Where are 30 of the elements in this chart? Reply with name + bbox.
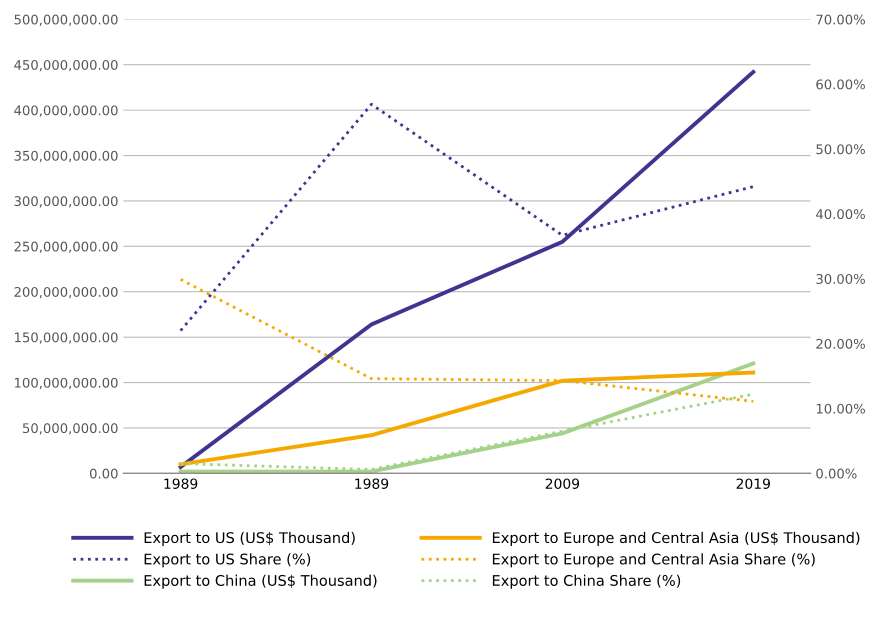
y-tick-label: 500,000,000.00	[14, 14, 118, 26]
x-tick-label: 1989	[355, 478, 388, 489]
legend-label: Export to US (US$ Thousand)	[144, 532, 355, 546]
legend-label: Export to Europe and Central Asia (US$ Thousand)	[492, 532, 860, 546]
y-tick-label: 350,000,000.00	[14, 150, 118, 162]
y2-tick-label: 20.00%	[816, 338, 865, 349]
legend-label: Export to Europe and Central Asia Share (%)	[492, 553, 815, 568]
x-tick-label: 2019	[736, 478, 770, 489]
line-series	[178, 70, 756, 469]
y-tick-label: 400,000,000.00	[14, 105, 118, 117]
y2-tick-label: 70.00%	[816, 14, 865, 25]
y2-tick-label: 0.00%	[816, 468, 857, 479]
y2-tick-label: 10.00%	[816, 404, 865, 414]
y2-tick-label: 40.00%	[816, 209, 865, 220]
legend-label: Export to China Share (%)	[492, 574, 680, 589]
y2-tick-label: 60.00%	[816, 79, 865, 90]
legend-label: Export to US Share (%)	[144, 553, 310, 568]
y-tick-label: 300,000,000.00	[14, 196, 118, 208]
y-tick-label: 450,000,000.00	[14, 60, 118, 72]
y-tick-label: 50,000,000.00	[22, 423, 118, 434]
y-tick-label: 250,000,000.00	[14, 242, 118, 253]
y2-tick-label: 30.00%	[816, 274, 865, 284]
x-tick-label: 2009	[546, 478, 580, 489]
y2-tick-label: 50.00%	[816, 144, 865, 154]
legend-label: Export to China (US$ Thousand)	[144, 574, 376, 589]
y-tick-label: 100,000,000.00	[15, 378, 118, 390]
y-tick-label: 200,000,000.00	[14, 286, 118, 298]
x-tick-label: 1989	[164, 478, 198, 489]
y-tick-label: 150,000,000.00	[15, 332, 118, 344]
y-tick-label: 0.00	[90, 468, 118, 479]
